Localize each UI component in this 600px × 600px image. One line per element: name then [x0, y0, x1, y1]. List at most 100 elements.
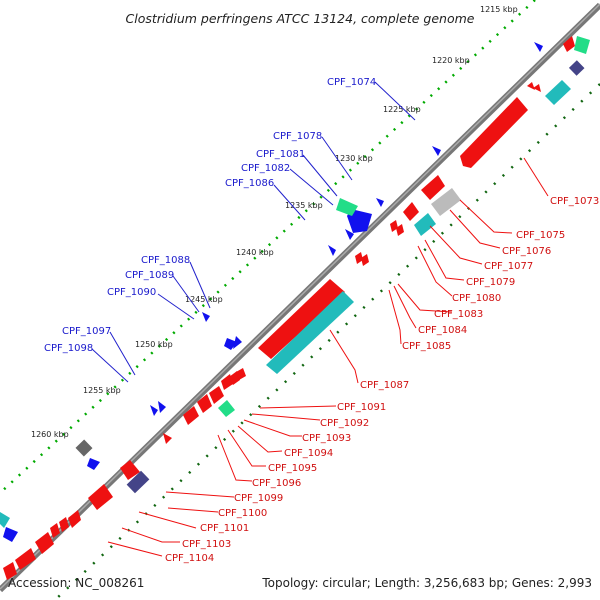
- gene-label[interactable]: CPF_1077: [484, 261, 533, 272]
- gene-feature[interactable]: [460, 97, 528, 168]
- kbp-scale-labels: 1215 kbp 1220 kbp 1225 kbp 1230 kbp 1235…: [31, 5, 518, 439]
- gene-feature[interactable]: [266, 291, 354, 374]
- gene-feature[interactable]: [533, 84, 541, 92]
- gene-feature[interactable]: [563, 36, 575, 52]
- gene-feature[interactable]: [224, 338, 237, 350]
- accession-text: Accession: NC_008261: [8, 576, 144, 590]
- gene-label[interactable]: CPF_1100: [218, 508, 267, 519]
- gene-feature[interactable]: [183, 406, 199, 425]
- gene-feature[interactable]: [233, 336, 242, 349]
- gene-label[interactable]: CPF_1088: [141, 255, 190, 266]
- gene-label[interactable]: CPF_1089: [125, 270, 174, 281]
- gene-label[interactable]: CPF_1090: [107, 287, 156, 298]
- gene-feature[interactable]: [336, 198, 358, 216]
- gene-feature[interactable]: [120, 460, 140, 480]
- kbp-label-1250: 1250 kbp: [135, 340, 173, 349]
- kbp-label-1255: 1255 kbp: [83, 386, 121, 395]
- gene-feature[interactable]: [197, 394, 212, 413]
- gene-label[interactable]: CPF_1095: [268, 463, 317, 474]
- gene-feature[interactable]: [150, 405, 158, 416]
- gene-feature[interactable]: [345, 229, 354, 240]
- blue-leader-lines: [91, 81, 416, 383]
- gene-label[interactable]: CPF_1092: [320, 418, 369, 429]
- gene-label[interactable]: CPF_1080: [452, 293, 501, 304]
- gene-label[interactable]: CPF_1099: [234, 493, 283, 504]
- gene-feature[interactable]: [414, 213, 436, 236]
- outer-tick-track: [0, 0, 536, 494]
- gene-feature[interactable]: [403, 202, 419, 221]
- kbp-label-1260: 1260 kbp: [31, 430, 69, 439]
- gene-feature[interactable]: [328, 245, 336, 256]
- red-leader-lines: [107, 157, 549, 557]
- gene-feature[interactable]: [88, 484, 113, 510]
- gene-label[interactable]: CPF_1074: [327, 77, 376, 88]
- gene-feature[interactable]: [361, 254, 369, 266]
- gene-label[interactable]: CPF_1101: [200, 523, 249, 534]
- gene-feature[interactable]: [35, 532, 54, 554]
- gene-label[interactable]: CPF_1073: [550, 196, 599, 207]
- gene-feature[interactable]: [545, 80, 571, 105]
- gene-feature[interactable]: [87, 458, 100, 470]
- gene-label[interactable]: CPF_1079: [466, 277, 515, 288]
- gene-feature[interactable]: [75, 439, 93, 457]
- blue-gene-labels: CPF_1074 CPF_1078 CPF_1081 CPF_1082 CPF_…: [44, 77, 376, 354]
- gene-label[interactable]: CPF_1103: [182, 539, 231, 550]
- gene-label[interactable]: CPF_1081: [256, 149, 305, 160]
- gene-feature[interactable]: [163, 433, 172, 444]
- gene-feature[interactable]: [396, 224, 404, 236]
- inner-strand-genes: [126, 60, 585, 494]
- gene-feature[interactable]: [59, 517, 69, 532]
- kbp-label-1225: 1225 kbp: [383, 105, 421, 114]
- gene-feature[interactable]: [3, 562, 17, 580]
- kbp-label-1215: 1215 kbp: [480, 5, 518, 14]
- gene-label[interactable]: CPF_1085: [402, 341, 451, 352]
- gene-label[interactable]: CPF_1087: [360, 380, 409, 391]
- gene-label[interactable]: CPF_1097: [62, 326, 111, 337]
- gene-feature[interactable]: [376, 198, 384, 207]
- gene-feature[interactable]: [390, 220, 398, 232]
- gene-feature[interactable]: [347, 209, 372, 233]
- kbp-label-1245: 1245 kbp: [185, 295, 223, 304]
- gene-feature[interactable]: [68, 510, 81, 528]
- gene-feature[interactable]: [236, 368, 246, 380]
- kbp-label-1240: 1240 kbp: [236, 248, 274, 257]
- gene-feature[interactable]: [126, 470, 150, 494]
- forward-strand-genes: [3, 36, 575, 580]
- gene-feature[interactable]: [527, 82, 535, 90]
- gene-feature[interactable]: [50, 523, 60, 538]
- reverse-strand-genes: [0, 36, 590, 542]
- gene-label[interactable]: CPF_1091: [337, 402, 386, 413]
- gene-feature[interactable]: [421, 175, 445, 200]
- gene-label[interactable]: CPF_1098: [44, 343, 93, 354]
- gene-feature[interactable]: [432, 146, 441, 156]
- gene-feature[interactable]: [355, 252, 363, 264]
- gene-label[interactable]: CPF_1075: [516, 230, 565, 241]
- kbp-label-1235: 1235 kbp: [285, 201, 323, 210]
- gene-label[interactable]: CPF_1096: [252, 478, 301, 489]
- gene-feature[interactable]: [15, 548, 36, 570]
- gene-feature[interactable]: [574, 36, 590, 54]
- gene-feature[interactable]: [431, 188, 461, 216]
- gene-label[interactable]: CPF_1082: [241, 163, 290, 174]
- gene-label[interactable]: CPF_1083: [434, 309, 483, 320]
- gene-feature[interactable]: [158, 401, 166, 413]
- gene-label[interactable]: CPF_1093: [302, 433, 351, 444]
- gene-feature[interactable]: [258, 279, 345, 359]
- gene-feature[interactable]: [0, 512, 10, 528]
- gene-feature[interactable]: [3, 527, 18, 542]
- gene-label[interactable]: CPF_1078: [273, 131, 322, 142]
- map-title: Clostridium perfringens ATCC 13124, comp…: [126, 11, 475, 26]
- gene-label[interactable]: CPF_1104: [165, 553, 214, 564]
- gene-feature[interactable]: [209, 386, 224, 404]
- gene-feature[interactable]: [534, 42, 543, 52]
- gene-feature[interactable]: [218, 400, 235, 417]
- gene-label[interactable]: CPF_1084: [418, 325, 467, 336]
- gene-feature[interactable]: [568, 60, 585, 76]
- gene-label[interactable]: CPF_1086: [225, 178, 274, 189]
- gene-feature[interactable]: [202, 312, 210, 322]
- gene-label[interactable]: CPF_1094: [284, 448, 333, 459]
- gene-label[interactable]: CPF_1076: [502, 246, 551, 257]
